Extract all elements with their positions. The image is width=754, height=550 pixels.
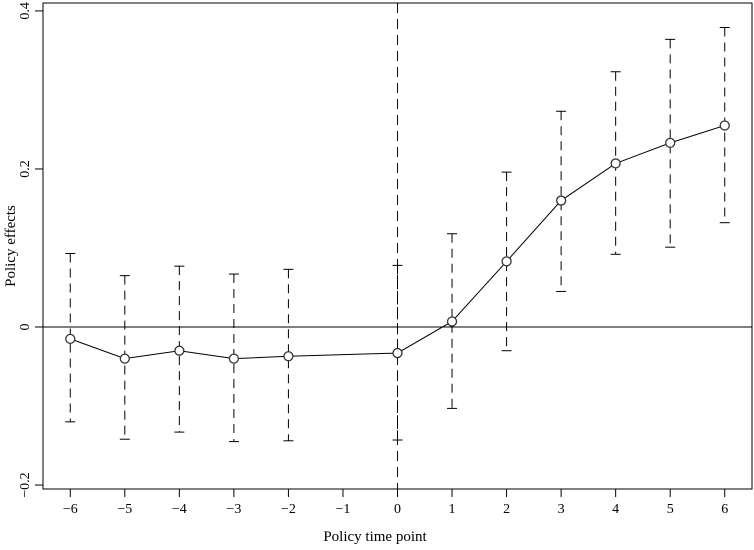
x-tick-label: −5	[117, 502, 132, 517]
x-tick-label: 0	[394, 502, 401, 517]
data-point	[446, 316, 458, 327]
x-tick-label: 3	[558, 502, 565, 517]
x-tick-label: −6	[63, 502, 78, 517]
error-bar	[392, 264, 403, 441]
error-bar	[65, 253, 76, 423]
data-point	[283, 351, 294, 362]
data-point	[555, 195, 567, 206]
y-tick-label: 0.4	[18, 2, 33, 20]
data-point	[119, 353, 130, 364]
x-tick-label: −1	[336, 502, 351, 517]
data-point	[392, 347, 403, 359]
x-tick-label: 4	[612, 502, 619, 517]
y-axis-label: Policy effects	[3, 205, 19, 287]
series-markers	[65, 120, 730, 364]
data-point	[610, 158, 621, 169]
y-axis: −0.2 0 0.2 0.4	[18, 2, 43, 498]
y-tick-label: 0.2	[18, 160, 33, 178]
x-tick-label: −4	[172, 502, 187, 517]
error-bar	[665, 38, 676, 248]
x-tick-label: 1	[449, 502, 456, 517]
data-point	[174, 345, 185, 356]
error-bar	[501, 171, 512, 352]
data-point	[665, 137, 676, 149]
x-axis: −6 −5 −4 −3 −2 −1 0 1 2 3 4 5 6	[63, 489, 728, 517]
estimate-line	[70, 125, 725, 360]
x-tick-label: −2	[281, 502, 296, 517]
error-bar	[447, 233, 458, 409]
x-tick-label: −3	[226, 502, 241, 517]
y-tick-label: −0.2	[18, 472, 33, 497]
x-tick-label: 6	[721, 502, 728, 517]
error-bar	[283, 268, 294, 442]
data-point	[65, 333, 76, 345]
data-point	[501, 256, 512, 267]
data-point	[719, 120, 730, 131]
series-line	[70, 125, 725, 360]
x-tick-label: 5	[667, 502, 674, 517]
x-axis-label: Policy time point	[323, 529, 427, 545]
data-point	[228, 353, 240, 364]
y-tick-label: 0	[18, 324, 33, 331]
x-tick-label: 2	[503, 502, 510, 517]
